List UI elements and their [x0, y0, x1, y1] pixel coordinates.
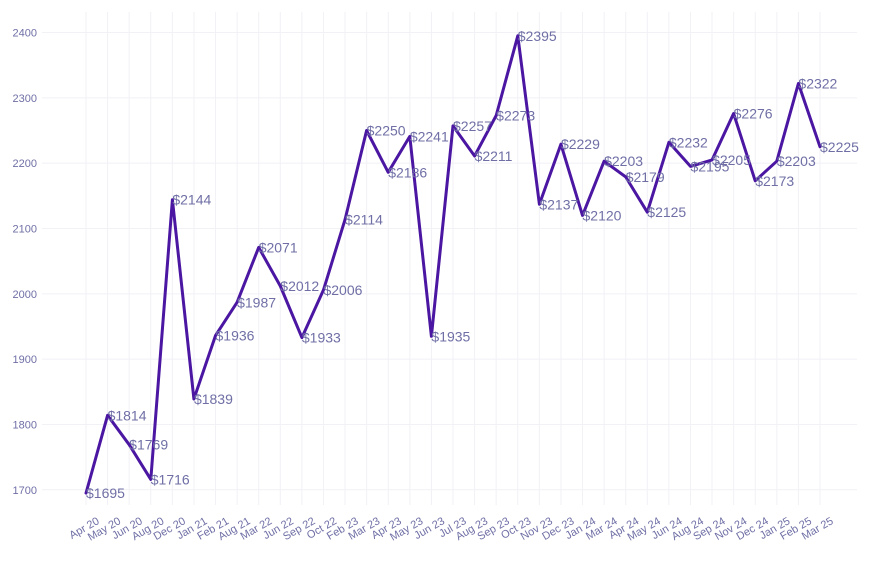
data-labels: $1695 $1814 $1769 $1716 $2144 $1839 $1936 $1987…	[86, 28, 859, 501]
data-label-0: $1695	[86, 485, 125, 501]
data-label-1: $1814	[108, 407, 147, 423]
series-line-price	[84, 34, 822, 495]
data-label-19: $2273	[496, 107, 535, 123]
data-label-6: $1936	[216, 328, 255, 344]
data-label-21: $2137	[539, 196, 578, 212]
data-label-7: $1987	[237, 294, 276, 310]
data-label-4: $2144	[172, 192, 211, 208]
data-label-32: $2203	[777, 153, 816, 169]
data-label-12: $2114	[345, 211, 383, 227]
data-label-15: $2241	[410, 128, 449, 144]
data-label-31: $2173	[755, 173, 794, 189]
data-label-8: $2071	[259, 239, 298, 255]
data-label-10: $1933	[302, 330, 341, 346]
data-label-2: $1769	[129, 437, 168, 453]
y-tick-label-2100: 2100	[13, 223, 37, 235]
data-label-3: $1716	[151, 471, 190, 487]
data-label-22: $2229	[561, 136, 600, 152]
data-label-14: $2186	[388, 164, 427, 180]
data-label-17: $2257	[453, 118, 492, 134]
data-label-33: $2322	[798, 75, 837, 91]
data-label-9: $2012	[280, 278, 319, 294]
data-label-34: $2225	[820, 139, 859, 155]
y-tick-label-1700: 1700	[13, 485, 37, 497]
data-label-5: $1839	[194, 391, 233, 407]
y-tick-label-1800: 1800	[13, 419, 37, 431]
data-label-28: $2195	[690, 158, 729, 174]
data-label-16: $1935	[431, 328, 470, 344]
y-tick-label-1900: 1900	[13, 354, 37, 366]
y-axis-tick-labels: 1700 1800 1900 2000 2100 2200 2300 2400	[13, 28, 37, 497]
y-tick-label-2200: 2200	[13, 158, 37, 170]
data-label-30: $2276	[734, 106, 773, 122]
data-label-20: $2395	[518, 28, 557, 44]
data-label-25: $2179	[626, 169, 665, 185]
data-label-13: $2250	[367, 122, 406, 138]
y-tick-label-2400: 2400	[13, 28, 37, 40]
data-label-24: $2203	[604, 153, 643, 169]
horizontal-gridlines	[42, 32, 857, 491]
vertical-gridlines	[85, 12, 821, 505]
data-label-18: $2211	[475, 148, 513, 164]
data-label-27: $2232	[669, 134, 708, 150]
data-label-23: $2120	[583, 207, 622, 223]
data-label-26: $2125	[647, 204, 686, 220]
y-tick-label-2000: 2000	[13, 289, 37, 301]
data-label-11: $2006	[323, 282, 362, 298]
y-tick-label-2300: 2300	[13, 93, 37, 105]
data-label-29: $2205	[712, 152, 751, 168]
